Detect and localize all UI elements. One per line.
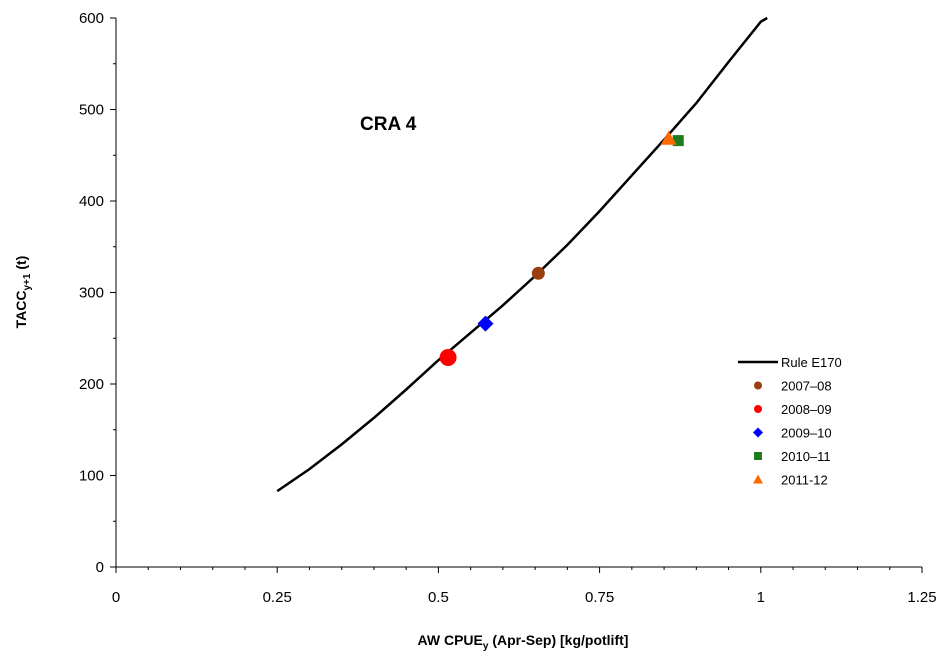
data-point-2011-12 [660,130,677,145]
x-tick-label: 0.75 [585,589,614,606]
y-tick-label: 0 [96,559,104,576]
data-point-2007-08 [531,266,545,280]
rule-line-series [276,16,768,493]
line-layer [276,16,768,493]
legend-swatch [754,452,762,460]
x-axis-title-sub: y [483,641,489,652]
legend-swatch [753,474,763,484]
legend-label: 2008–09 [781,402,832,417]
y-tick-label: 100 [79,468,104,485]
x-axis-title-main: AW CPUE [418,632,483,648]
y-tick-label: 400 [79,193,104,210]
legend: Rule E170 2007–08 2008–09 2009–10 2010–11 201… [738,355,842,488]
legend-label: 2009–10 [781,426,832,441]
point-layer [439,130,684,366]
y-tick-label: 200 [79,376,104,393]
data-point-2009-10 [477,315,494,332]
data-point-2010-11 [672,135,684,147]
y-axis-title-rest: (t) [13,256,29,274]
y-tick-label: 600 [79,10,104,27]
y-tick-label: 500 [79,102,104,119]
y-axis-title: TACCy+1 (t) [13,256,33,329]
legend-swatch [754,405,762,413]
x-axis-title: AW CPUEy (Apr-Sep) [kg/potlift] [418,632,629,652]
legend-swatch [753,427,763,438]
y-axis-title-main: TACC [13,291,29,329]
x-axis-title-rest: (Apr-Sep) [kg/potlift] [488,632,628,648]
x-tick-label: 0 [112,589,120,606]
data-point-2008-09 [439,348,457,366]
x-tick-label: 1 [757,589,765,606]
legend-label: 2010–11 [781,449,831,464]
x-tick-label: 0.25 [263,589,292,606]
y-tick-label: 300 [79,285,104,302]
chart-annotation: CRA 4 [360,114,417,135]
legend-swatch [754,381,762,390]
legend-label: Rule E170 [781,355,842,370]
legend-label: 2007–08 [781,379,832,394]
x-tick-label: 1.25 [907,589,936,606]
legend-label: 2011-12 [781,473,828,488]
y-axis-title-sub: y+1 [22,273,33,290]
x-tick-label: 0.5 [428,589,449,606]
axes: 0 100 200 300 400 500 600 0 0.25 0.5 0.75 1 1.25 [79,10,937,606]
